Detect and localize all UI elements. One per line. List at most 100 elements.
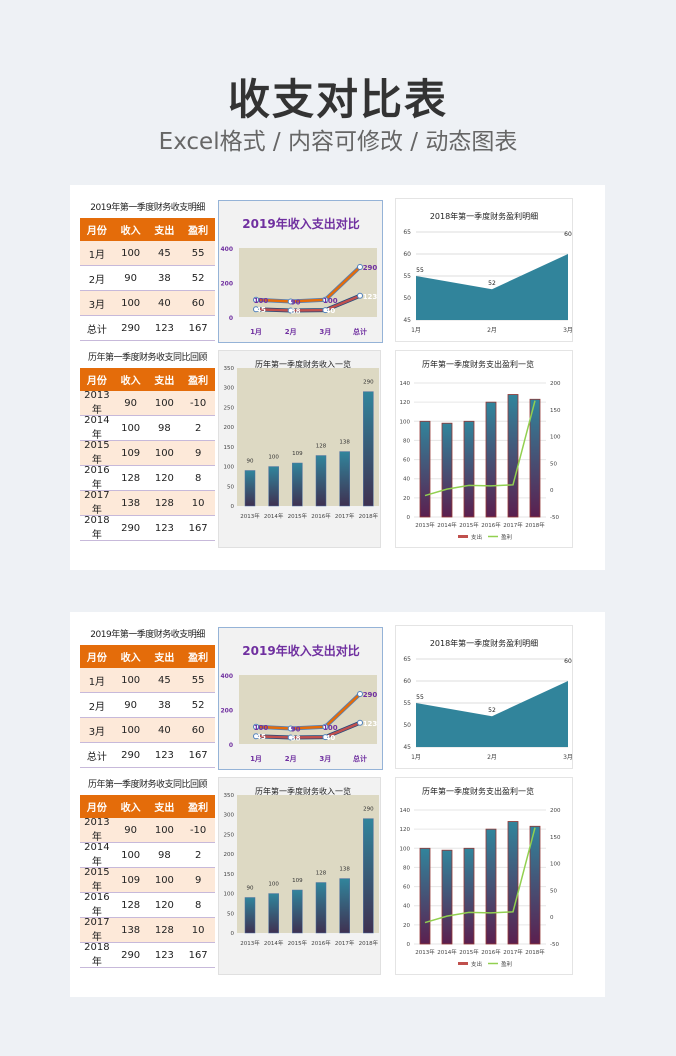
- series-line-支出: [255, 294, 361, 312]
- y-tick: 50: [227, 911, 234, 917]
- y-tick: 150: [224, 872, 235, 878]
- legend-label: 支出: [471, 533, 482, 541]
- data-point: [253, 306, 259, 313]
- y-tick: 120: [400, 400, 411, 406]
- y-tick: 50: [227, 484, 234, 490]
- data-point: [253, 296, 259, 303]
- bar: [529, 825, 541, 945]
- table-row: 2月 90 38 52: [80, 266, 215, 291]
- y-tick: 0: [231, 504, 235, 510]
- table-cell: 120: [154, 899, 174, 911]
- y-tick: 140: [400, 808, 411, 814]
- chart: 2019年收入支出对比 0 200 400 1月 2月 3月 总计 100 90 100 290 45 3…: [218, 200, 383, 343]
- x-tick: 2018年: [525, 948, 545, 956]
- y-tick: 140: [400, 381, 411, 387]
- x-tick: 1月: [411, 327, 421, 334]
- y2-tick: 50: [550, 461, 557, 467]
- bar: [485, 401, 497, 518]
- x-tick: 2月: [487, 754, 497, 761]
- bar: [507, 394, 519, 518]
- y-tick: 55: [403, 700, 411, 707]
- profit-line: [424, 400, 536, 497]
- table-cell: 123: [154, 322, 174, 334]
- page-title: 收支对比表: [227, 75, 448, 124]
- table-cell: 2018年: [84, 515, 110, 541]
- chart: 历年第一季度财务支出盈利一览 0 20 40 60 80 100 120 140 -50 0 50 10…: [395, 350, 573, 548]
- bar: [315, 882, 327, 934]
- column-header: 支出: [154, 226, 175, 237]
- series-line-收入: [255, 266, 361, 303]
- y-tick: 250: [224, 832, 235, 838]
- y2-tick: -50: [550, 942, 559, 948]
- y-tick: 45: [403, 317, 411, 324]
- x-tick: 2014年: [264, 939, 284, 947]
- series-line-收入: [255, 693, 361, 730]
- table-cell: 8: [194, 899, 202, 911]
- chart-title: 历年第一季度财务收入一览: [255, 786, 351, 796]
- table-row: 3月 100 40 60: [80, 718, 215, 743]
- data-label: 90: [291, 298, 301, 306]
- table-row: 总计 290 123 167: [80, 316, 215, 341]
- x-tick: 3月: [563, 754, 572, 761]
- bar: [419, 420, 431, 518]
- y-tick: 40: [403, 904, 410, 910]
- y-tick: 400: [220, 673, 233, 680]
- table-cell: 290: [121, 322, 141, 334]
- y-tick: 45: [403, 744, 411, 751]
- data-label: 100: [254, 724, 269, 732]
- y2-tick: 0: [550, 488, 554, 494]
- data-point: [253, 733, 259, 740]
- history-table: 历年第一季度财务收支同比回顾 月份 收入 支出 盈利 2013年 90 100 -10 2014年…: [80, 775, 215, 968]
- page-subtitle: Excel格式 / 内容可修改 / 动态图表: [158, 129, 518, 155]
- table-cell: 总计: [86, 751, 107, 763]
- data-label: 138: [339, 867, 350, 873]
- x-tick: 2月: [487, 327, 497, 334]
- data-label: 290: [363, 807, 374, 813]
- chart: 历年第一季度财务收入一览 0 50 100 150 200 250 300 350 90 2013年…: [218, 350, 381, 548]
- table-cell: 167: [188, 749, 208, 761]
- table-caption: 历年第一季度财务收支同比回顾: [87, 780, 208, 790]
- y-tick: 350: [224, 793, 235, 799]
- column-header: 月份: [86, 653, 107, 664]
- column-header: 收入: [120, 803, 141, 814]
- column-header: 盈利: [188, 226, 209, 237]
- table-row: 2013年 90 100 -10: [80, 390, 215, 416]
- table-cell: 100: [121, 247, 141, 259]
- table-cell: 109: [121, 447, 141, 459]
- plot-area: [239, 675, 377, 744]
- data-label: 90: [291, 725, 301, 733]
- y-tick: 0: [229, 315, 233, 322]
- data-label: 100: [323, 297, 338, 305]
- table-cell: 3月: [88, 299, 106, 311]
- column-header: 盈利: [188, 653, 209, 664]
- table-row: 2013年 90 100 -10: [80, 817, 215, 843]
- table-cell: 40: [158, 724, 171, 736]
- table-cell: 123: [154, 949, 174, 961]
- bar: [529, 398, 541, 518]
- legend-swatch-expense: [458, 535, 468, 538]
- y2-tick: 200: [550, 381, 561, 387]
- table-cell: 100: [121, 724, 141, 736]
- table-cell: 100: [121, 849, 141, 861]
- x-tick: 2018年: [359, 512, 379, 520]
- x-tick: 2013年: [415, 948, 435, 956]
- column-header: 月份: [86, 226, 107, 237]
- x-tick: 2017年: [503, 521, 523, 529]
- data-label: 128: [316, 871, 327, 877]
- chart: 历年第一季度财务收入一览 0 50 100 150 200 250 300 350 90 2013年…: [218, 777, 381, 975]
- table-caption: 2019年第一季度财务收支明细: [90, 203, 205, 213]
- table-cell: 38: [158, 699, 171, 711]
- data-label: 45: [256, 733, 266, 741]
- table-row: 2018年 290 123 167: [80, 942, 215, 968]
- data-label: 100: [323, 724, 338, 732]
- table-cell: 2月: [88, 274, 106, 286]
- data-label: 38: [291, 734, 301, 742]
- x-tick: 2013年: [415, 521, 435, 529]
- preview-card: 2019年第一季度财务收支明细 月份 收入 支出 盈利 1月 100 45 55 2月 90 38 52…: [70, 185, 605, 570]
- profit-line: [424, 827, 536, 924]
- table-cell: 100: [121, 422, 141, 434]
- table-cell: 40: [158, 297, 171, 309]
- data-point: [253, 723, 259, 730]
- chart-title: 2018年第一季度财务盈利明细: [430, 638, 538, 648]
- quarter-table: 2019年第一季度财务收支明细 月份 收入 支出 盈利 1月 100 45 55 2月 90 38 52…: [80, 625, 215, 768]
